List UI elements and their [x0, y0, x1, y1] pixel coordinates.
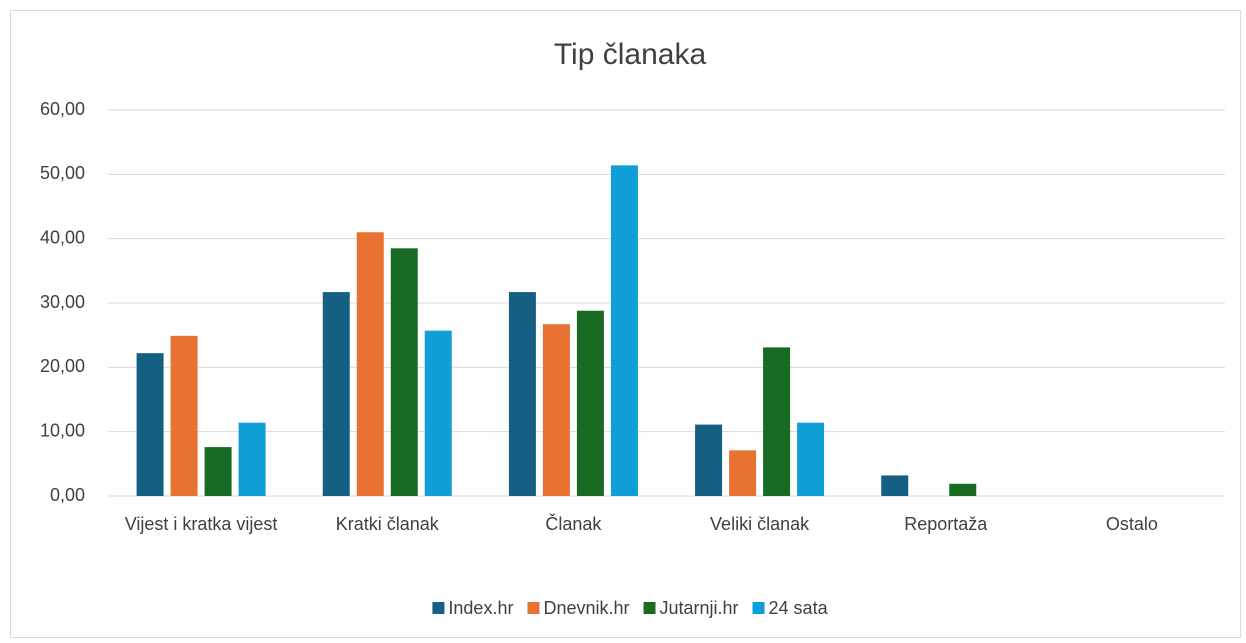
legend-item: Jutarnji.hr [643, 598, 739, 618]
bar [729, 450, 757, 496]
bar [949, 483, 977, 496]
legend-label: 24 sata [769, 598, 829, 618]
x-tick-label: Veliki članak [710, 514, 810, 534]
bar [695, 424, 723, 496]
y-tick-label: 60,00 [40, 99, 85, 119]
legend-label: Jutarnji.hr [660, 598, 739, 618]
x-tick-label: Članak [545, 513, 602, 534]
x-tick-label: Reportaža [904, 514, 988, 534]
y-tick-label: 30,00 [40, 292, 85, 312]
legend-item: Dnevnik.hr [527, 598, 630, 618]
bar [356, 232, 384, 496]
bar [322, 292, 350, 496]
bar [204, 447, 232, 496]
legend-swatch [432, 602, 445, 614]
bar [390, 248, 418, 496]
legend-swatch [752, 602, 765, 614]
legend-item: 24 sata [752, 598, 829, 618]
bar [508, 292, 536, 496]
y-tick-label: 20,00 [40, 356, 85, 376]
y-tick-label: 40,00 [40, 227, 85, 247]
chart-title: Tip članaka [554, 38, 707, 71]
y-tick-label: 50,00 [40, 163, 85, 183]
bar [424, 330, 452, 496]
bar [763, 347, 791, 496]
bar [881, 475, 909, 496]
y-tick-label: 10,00 [40, 420, 85, 440]
x-tick-label: Vijest i kratka vijest [125, 514, 278, 534]
bar [797, 422, 825, 496]
x-tick-label: Kratki članak [336, 514, 440, 534]
y-tick-label: 0,00 [50, 485, 85, 505]
bar [542, 324, 570, 496]
x-tick-label: Ostalo [1106, 514, 1158, 534]
bar [576, 310, 604, 496]
legend-label: Dnevnik.hr [543, 598, 629, 618]
bar [238, 422, 266, 496]
legend-item: Index.hr [432, 598, 513, 618]
bar [610, 165, 638, 496]
legend-label: Index.hr [448, 598, 513, 618]
bar [136, 353, 164, 496]
bar [170, 335, 198, 496]
legend-swatch [527, 602, 540, 614]
legend-swatch [643, 602, 656, 614]
